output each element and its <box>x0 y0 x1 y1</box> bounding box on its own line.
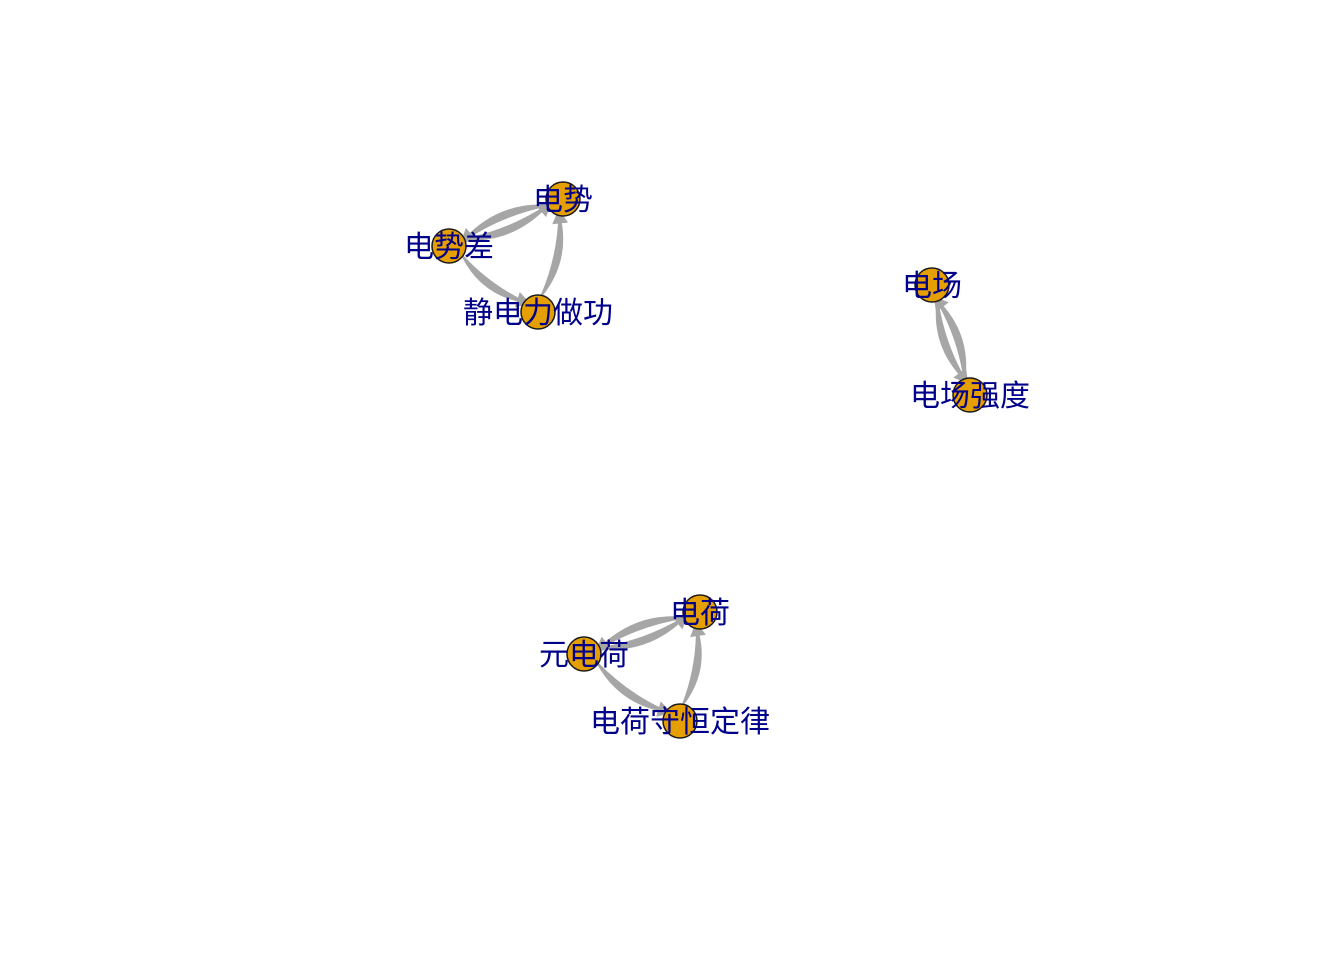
node-label-dianhe: 电荷 <box>670 596 730 631</box>
node-label-jingdianli: 静电力做功 <box>463 296 613 331</box>
node-label-dianchangqiangdu: 电场强度 <box>910 379 1030 414</box>
node-label-shouheng: 电荷守恒定律 <box>590 705 770 740</box>
node-label-dianchang: 电场 <box>902 269 962 304</box>
node-label-dianshicha: 电势差 <box>404 230 494 265</box>
node-label-dianshi: 电势 <box>533 183 593 218</box>
node-label-yuandianhe: 元电荷 <box>539 638 629 673</box>
